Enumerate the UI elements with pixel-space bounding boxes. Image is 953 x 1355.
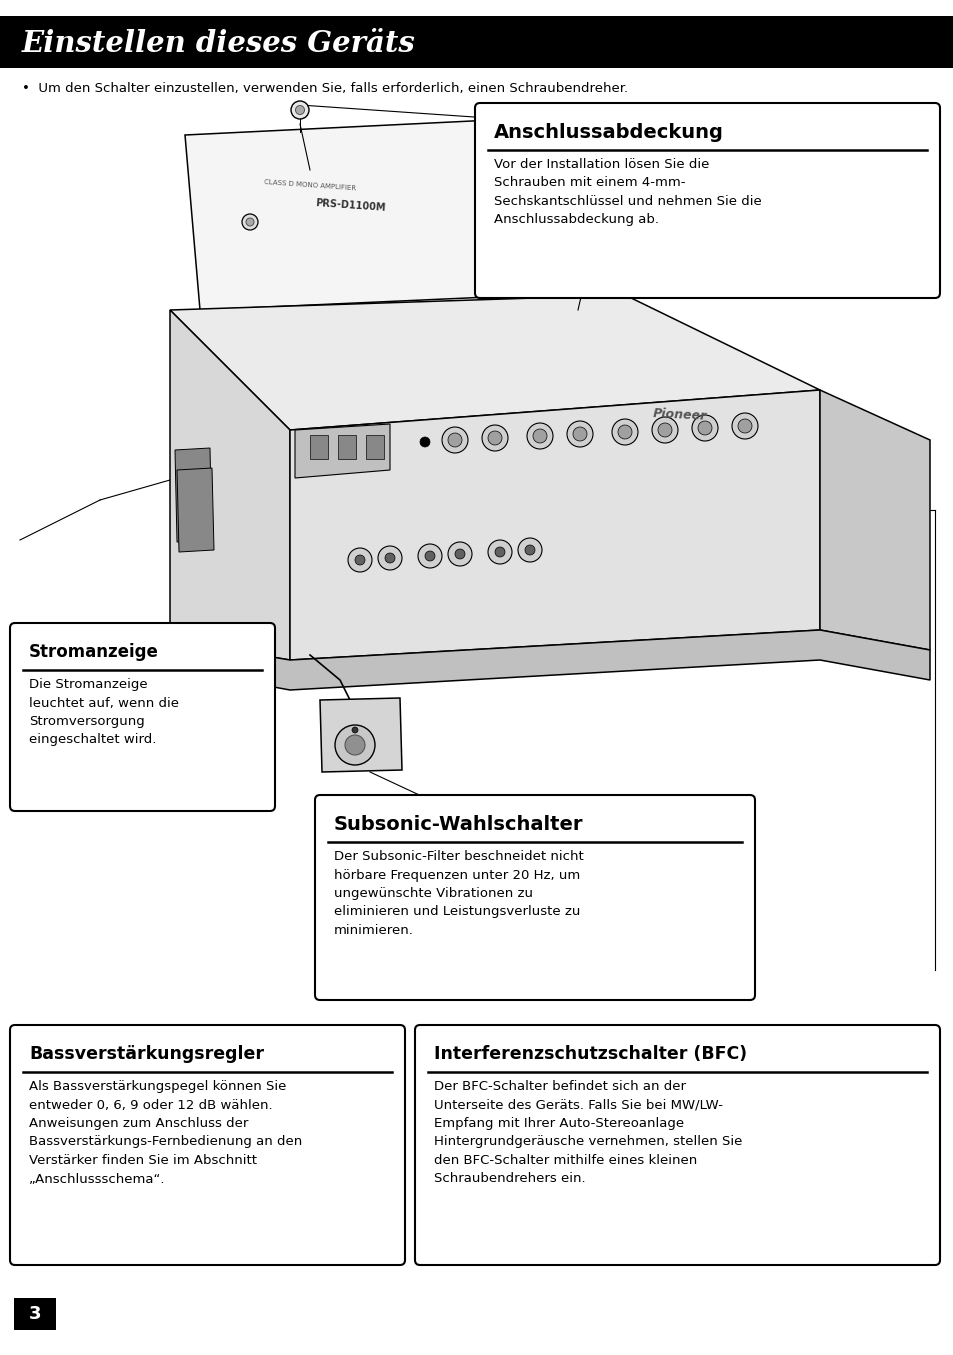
Text: Subsonic-Wahlschalter: Subsonic-Wahlschalter — [334, 814, 583, 833]
Polygon shape — [294, 424, 390, 478]
Circle shape — [698, 421, 711, 435]
Text: Einstellen dieses Geräts: Einstellen dieses Geräts — [22, 28, 416, 57]
Polygon shape — [290, 390, 820, 660]
Circle shape — [533, 430, 546, 443]
Bar — [310, 435, 328, 459]
Circle shape — [377, 546, 401, 570]
Circle shape — [731, 413, 758, 439]
FancyBboxPatch shape — [415, 1024, 939, 1266]
Circle shape — [691, 415, 718, 440]
Polygon shape — [170, 310, 290, 660]
Circle shape — [355, 556, 365, 565]
Text: Vor der Installation lösen Sie die
Schrauben mit einem 4-mm-
Sechskantschlüssel : Vor der Installation lösen Sie die Schra… — [494, 159, 760, 226]
Circle shape — [566, 421, 593, 447]
Circle shape — [348, 547, 372, 572]
Circle shape — [417, 543, 441, 568]
Polygon shape — [170, 295, 820, 430]
Circle shape — [295, 106, 304, 115]
Text: Der Subsonic-Filter beschneidet nicht
hörbare Frequenzen unter 20 Hz, um
ungewün: Der Subsonic-Filter beschneidet nicht hö… — [334, 850, 583, 938]
Text: PRS-D1100M: PRS-D1100M — [314, 198, 385, 213]
FancyBboxPatch shape — [10, 623, 274, 812]
Circle shape — [242, 214, 257, 230]
Circle shape — [658, 423, 671, 438]
Text: Anschlussabdeckung: Anschlussabdeckung — [494, 123, 723, 142]
Circle shape — [246, 218, 253, 226]
Circle shape — [424, 551, 435, 561]
Text: •  Um den Schalter einzustellen, verwenden Sie, falls erforderlich, einen Schrau: • Um den Schalter einzustellen, verwende… — [22, 83, 627, 95]
Circle shape — [573, 427, 586, 440]
Circle shape — [345, 734, 365, 755]
Bar — [366, 435, 384, 459]
Circle shape — [419, 438, 430, 447]
Text: Der BFC-Schalter befindet sich an der
Unterseite des Geräts. Falls Sie bei MW/LW: Der BFC-Schalter befindet sich an der Un… — [434, 1080, 741, 1186]
Polygon shape — [170, 630, 929, 690]
Circle shape — [448, 434, 461, 447]
Text: Stromanzeige: Stromanzeige — [29, 644, 159, 661]
Text: Bassverstärkungsregler: Bassverstärkungsregler — [29, 1045, 264, 1064]
Circle shape — [618, 425, 631, 439]
Circle shape — [441, 427, 468, 453]
Text: Interferenzschutzschalter (BFC): Interferenzschutzschalter (BFC) — [434, 1045, 746, 1064]
Circle shape — [335, 725, 375, 766]
Circle shape — [448, 542, 472, 566]
Bar — [14, 1298, 56, 1331]
Circle shape — [517, 538, 541, 562]
Text: Als Bassverstärkungspegel können Sie
entweder 0, 6, 9 oder 12 dB wählen.
Anweisu: Als Bassverstärkungspegel können Sie ent… — [29, 1080, 302, 1186]
Circle shape — [291, 102, 309, 119]
Polygon shape — [174, 449, 212, 542]
FancyBboxPatch shape — [314, 795, 754, 1000]
Polygon shape — [319, 698, 401, 772]
Text: CLASS D MONO AMPLIFIER: CLASS D MONO AMPLIFIER — [264, 179, 355, 191]
FancyBboxPatch shape — [475, 103, 939, 298]
Circle shape — [352, 728, 357, 733]
FancyBboxPatch shape — [10, 1024, 405, 1266]
Text: Pioneer: Pioneer — [652, 406, 706, 423]
Circle shape — [612, 419, 638, 444]
Circle shape — [488, 541, 512, 564]
Bar — [0, 16, 953, 68]
Circle shape — [481, 425, 507, 451]
Circle shape — [455, 549, 464, 560]
Circle shape — [488, 431, 501, 444]
Bar — [337, 435, 355, 459]
Text: 3: 3 — [29, 1305, 41, 1322]
Circle shape — [738, 419, 751, 434]
Circle shape — [581, 237, 598, 253]
Circle shape — [651, 417, 678, 443]
Polygon shape — [185, 115, 644, 310]
Polygon shape — [820, 390, 929, 650]
Circle shape — [524, 545, 535, 556]
Text: Die Stromanzeige
leuchtet auf, wenn die
Stromversorgung
eingeschaltet wird.: Die Stromanzeige leuchtet auf, wenn die … — [29, 678, 179, 747]
Circle shape — [385, 553, 395, 562]
Polygon shape — [177, 467, 213, 551]
Circle shape — [585, 241, 594, 249]
Circle shape — [526, 423, 553, 449]
Circle shape — [495, 547, 504, 557]
